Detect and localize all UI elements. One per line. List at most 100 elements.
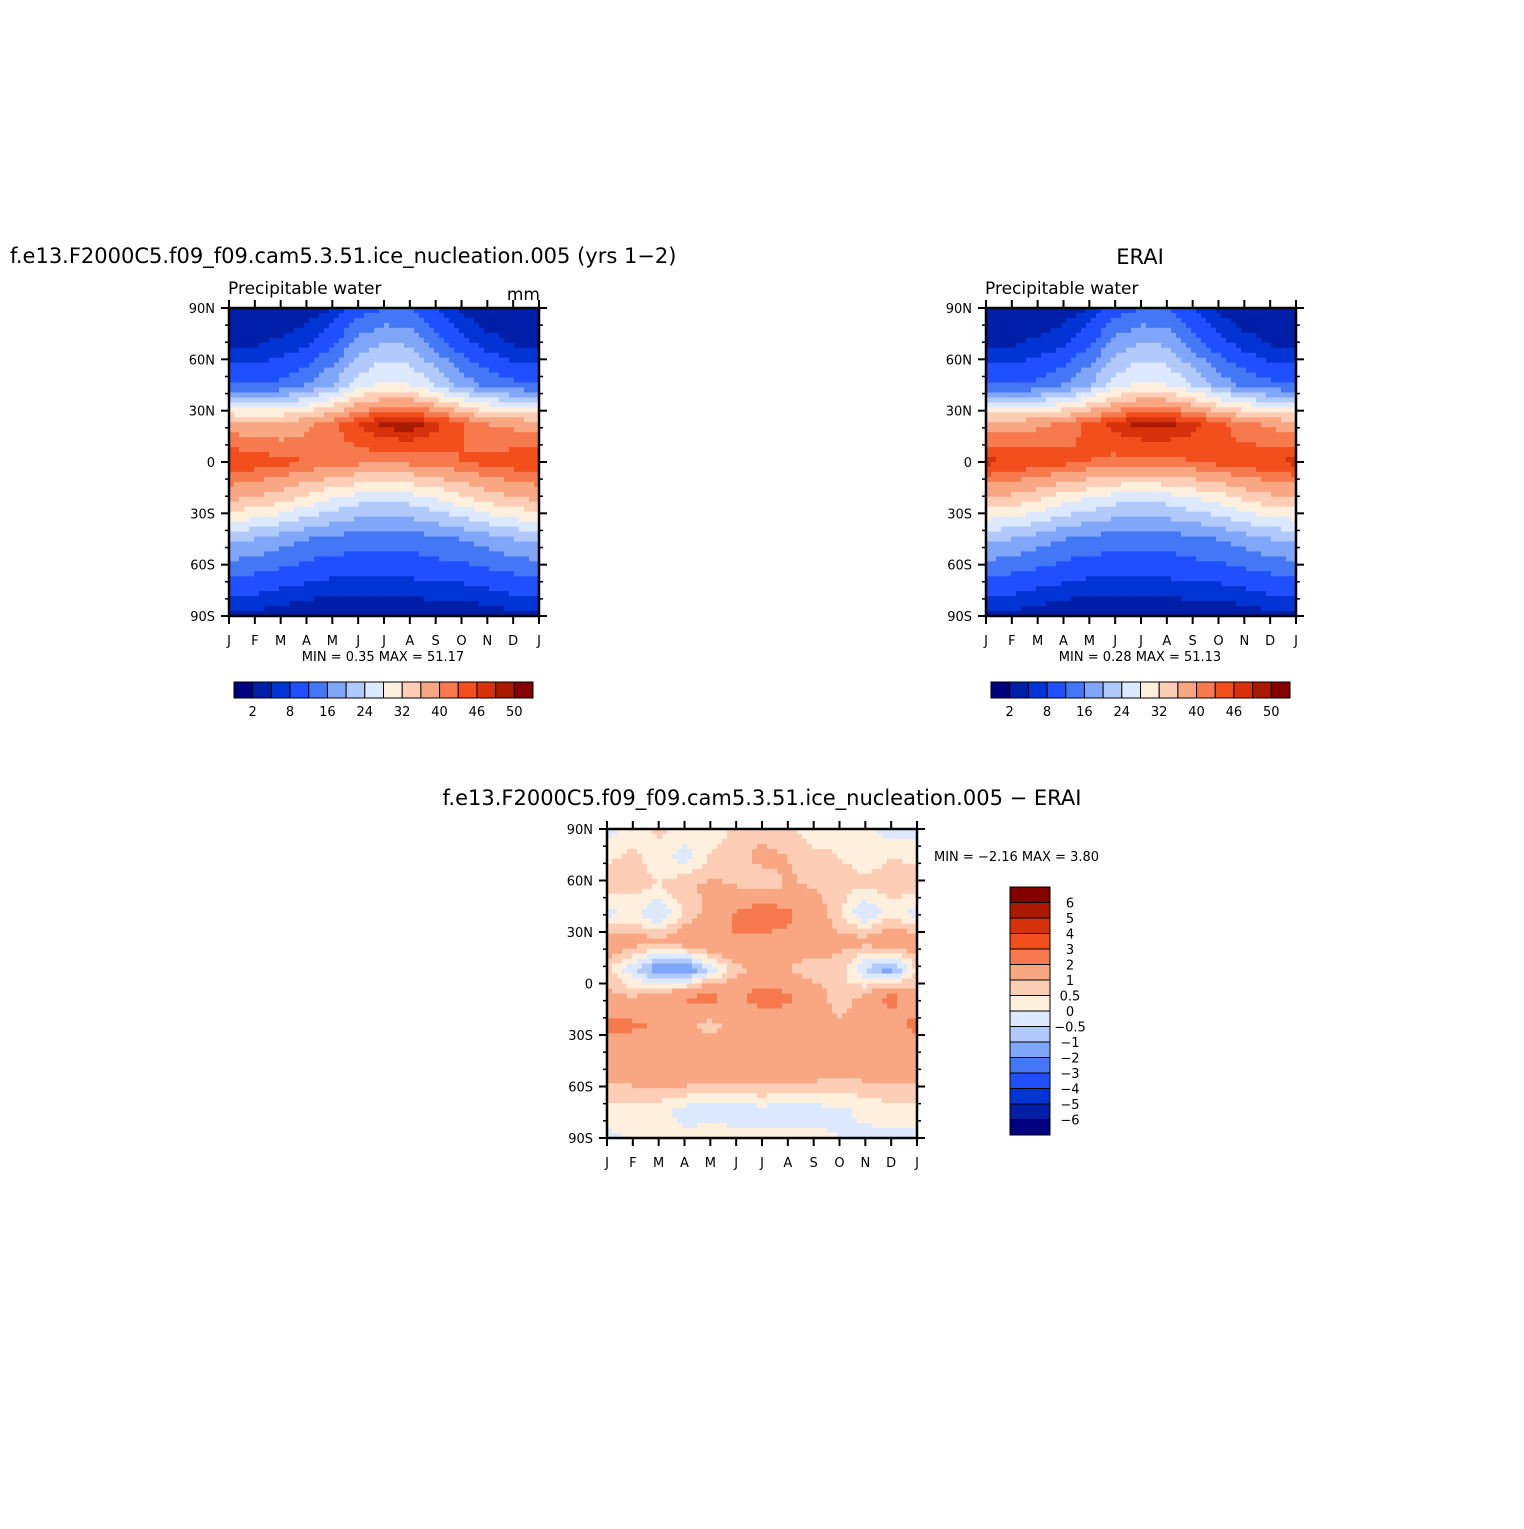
heatmap-cell (319, 596, 325, 602)
heatmap-cell (259, 338, 265, 344)
heatmap-cell (259, 492, 265, 498)
heatmap-cell (1051, 378, 1057, 384)
heatmap-cell (359, 571, 365, 577)
heatmap-cell (264, 522, 270, 528)
heatmap-cell (289, 546, 295, 552)
heatmap-cell (439, 596, 445, 602)
heatmap-cell (991, 373, 997, 379)
heatmap-cell (259, 561, 265, 567)
heatmap-cell (514, 537, 520, 543)
heatmap-cell (339, 556, 345, 562)
heatmap-cell (294, 432, 300, 438)
heatmap-cell (399, 551, 405, 557)
heatmap-cell (274, 512, 280, 518)
heatmap-cell (474, 348, 480, 354)
heatmap-cell (1171, 383, 1177, 389)
heatmap-cell (1271, 328, 1277, 334)
heatmap-cell (304, 586, 310, 592)
heatmap-cell (504, 537, 510, 543)
heatmap-cell (1226, 328, 1232, 334)
heatmap-cell (1096, 353, 1102, 359)
heatmap-cell (504, 328, 510, 334)
heatmap-cell (459, 601, 465, 607)
heatmap-cell (294, 402, 300, 408)
heatmap-cell (319, 551, 325, 557)
heatmap-cell (389, 517, 395, 523)
heatmap-cell (334, 492, 340, 498)
heatmap-cell (1161, 328, 1167, 334)
heatmap-cell (419, 328, 425, 334)
heatmap-cell (354, 417, 360, 423)
heatmap-cell (254, 392, 260, 398)
heatmap-cell (314, 477, 320, 483)
heatmap-cell (474, 561, 480, 567)
heatmap-cell (304, 343, 310, 349)
heatmap-cell (1266, 343, 1272, 349)
heatmap-cell (349, 462, 355, 468)
heatmap-cell (499, 422, 505, 428)
heatmap-cell (304, 407, 310, 413)
heatmap-cell (334, 507, 340, 513)
heatmap-cell (1176, 373, 1182, 379)
heatmap-cell (1006, 343, 1012, 349)
heatmap-cell (494, 378, 500, 384)
heatmap-cell (304, 576, 310, 582)
heatmap-cell (399, 591, 405, 597)
heatmap-cell (269, 402, 275, 408)
heatmap-cell (364, 571, 370, 577)
heatmap-cell (299, 462, 305, 468)
heatmap-cell (499, 313, 505, 319)
heatmap-cell (479, 546, 485, 552)
heatmap-cell (434, 348, 440, 354)
heatmap-cell (1156, 318, 1162, 324)
heatmap-cell (284, 427, 290, 433)
heatmap-cell (444, 442, 450, 448)
heatmap-cell (374, 596, 380, 602)
heatmap-cell (459, 462, 465, 468)
heatmap-cell (494, 328, 500, 334)
heatmap-cell (294, 457, 300, 463)
heatmap-cell (509, 591, 515, 597)
heatmap-cell (279, 487, 285, 493)
heatmap-cell (259, 576, 265, 582)
heatmap-cell (319, 353, 325, 359)
heatmap-cell (1281, 343, 1287, 349)
heatmap-cell (264, 561, 270, 567)
heatmap-cell (1221, 343, 1227, 349)
heatmap-cell (404, 556, 410, 562)
heatmap-cell (299, 328, 305, 334)
heatmap-cell (414, 487, 420, 493)
heatmap-cell (389, 412, 395, 418)
heatmap-cell (1181, 313, 1187, 319)
heatmap-cell (509, 601, 515, 607)
heatmap-cell (474, 601, 480, 607)
heatmap-cell (309, 338, 315, 344)
heatmap-cell (374, 517, 380, 523)
heatmap-cell (1046, 343, 1052, 349)
heatmap-cell (429, 442, 435, 448)
heatmap-cell (1281, 368, 1287, 374)
heatmap-cell (404, 497, 410, 503)
heatmap-cell (1126, 378, 1132, 384)
heatmap-cell (299, 467, 305, 473)
heatmap-cell (1066, 323, 1072, 329)
heatmap-cell (489, 576, 495, 582)
heatmap-cell (1076, 387, 1082, 393)
heatmap-cell (274, 482, 280, 488)
heatmap-cell (244, 467, 250, 473)
heatmap-cell (1176, 318, 1182, 324)
heatmap-cell (419, 323, 425, 329)
heatmap-cell (409, 442, 415, 448)
heatmap-cell (369, 517, 375, 523)
heatmap-cell (249, 427, 255, 433)
heatmap-cell (364, 561, 370, 567)
heatmap-cell (249, 472, 255, 478)
heatmap-cell (309, 358, 315, 364)
heatmap-cell (499, 392, 505, 398)
heatmap-cell (459, 442, 465, 448)
heatmap-cell (449, 586, 455, 592)
heatmap-cell (479, 353, 485, 359)
heatmap-cell (394, 502, 400, 508)
heatmap-cell (259, 591, 265, 597)
heatmap-cell (324, 328, 330, 334)
